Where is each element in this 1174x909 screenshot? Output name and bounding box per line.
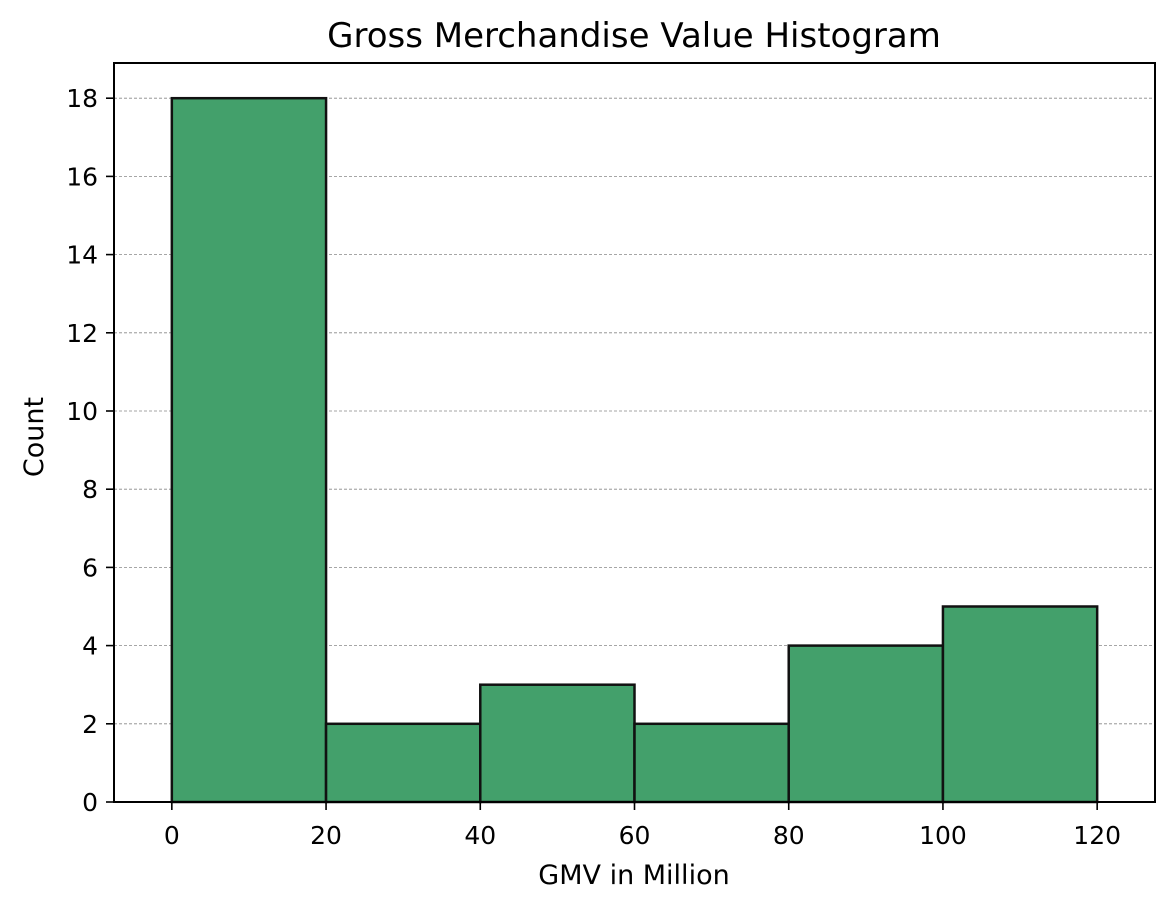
y-tick-label: 0 [82, 788, 98, 817]
histogram-bar [479, 683, 636, 804]
x-axis-label: GMV in Million [538, 860, 729, 891]
y-tick-label: 16 [66, 162, 98, 191]
x-tick-label: 60 [619, 821, 651, 850]
x-tick-label: 80 [773, 821, 805, 850]
histogram-bar [633, 722, 790, 804]
y-tick-label: 2 [82, 710, 98, 739]
bars [170, 96, 1099, 804]
y-axis-label: Count [19, 397, 50, 477]
y-tick-label: 10 [66, 397, 98, 426]
y-tick-label: 4 [82, 632, 98, 661]
x-tick-label: 120 [1073, 821, 1121, 850]
y-tick-label: 8 [82, 475, 98, 504]
y-tick-label: 12 [66, 319, 98, 348]
chart-title: Gross Merchandise Value Histogram [327, 16, 941, 56]
histogram-bar [170, 96, 328, 804]
histogram-bar [941, 605, 1099, 804]
x-tick-label: 20 [310, 821, 342, 850]
y-tick-label: 18 [66, 84, 98, 113]
x-tick-label: 40 [464, 821, 496, 850]
x-axis-ticks: 0 20 40 60 80 100 120 [164, 802, 1121, 850]
y-tick-label: 14 [66, 241, 98, 270]
histogram-bar [324, 722, 482, 804]
x-tick-label: 0 [164, 821, 180, 850]
x-tick-label: 100 [919, 821, 967, 850]
y-tick-label: 6 [82, 553, 98, 582]
histogram-bar [787, 644, 945, 804]
y-axis-ticks: 0 2 4 6 8 10 12 14 16 18 [66, 84, 114, 817]
